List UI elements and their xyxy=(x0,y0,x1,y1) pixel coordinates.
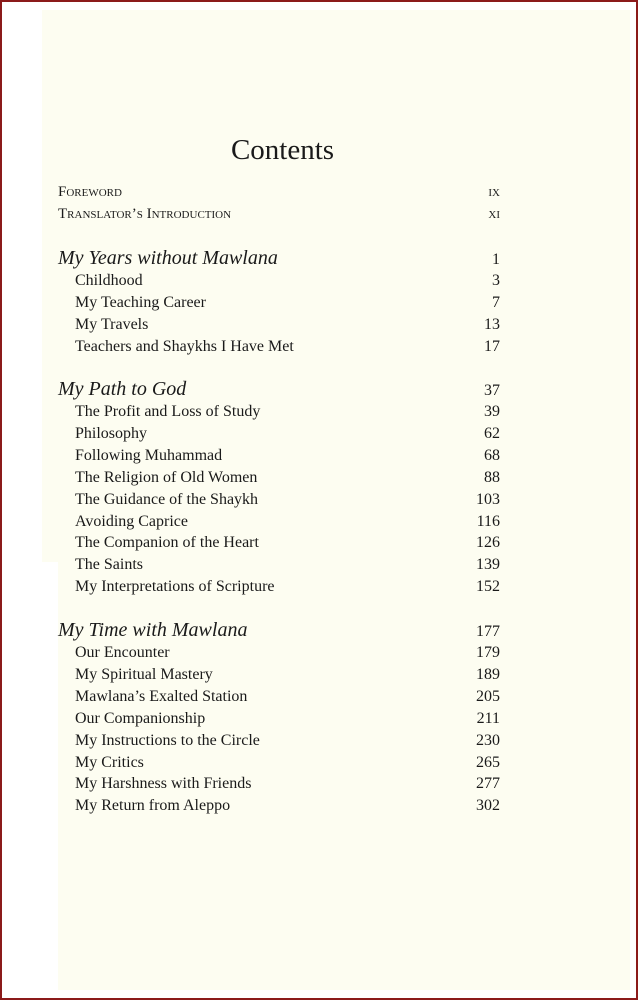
toc-entry: Our Companionship 211 xyxy=(75,710,500,732)
entry-title: Foreword xyxy=(58,184,122,200)
entry-title: Philosophy xyxy=(75,424,148,442)
entry-title: The Companion of the Heart xyxy=(75,534,259,552)
toc-entry: The Saints 139 xyxy=(75,556,500,578)
page-number: 230 xyxy=(476,731,500,749)
page-number: 17 xyxy=(484,337,500,355)
page-number: 277 xyxy=(476,775,500,793)
toc-entry: My Instructions to the Circle 230 xyxy=(75,732,500,754)
toc-entry-front: Translator’s Introduction xi xyxy=(58,206,500,228)
toc-entry: The Religion of Old Women 88 xyxy=(75,469,500,491)
entry-title: Childhood xyxy=(75,272,143,289)
entry-title: My Instructions to the Circle xyxy=(75,731,260,749)
toc-entry: My Return from Aleppo 302 xyxy=(75,797,500,819)
entry-title: Our Encounter xyxy=(75,644,170,661)
entry-title: My Time with Mawlana xyxy=(58,619,248,641)
toc-entry: Childhood 3 xyxy=(75,272,500,294)
entry-title: My Harshness with Friends xyxy=(75,775,252,793)
toc-entry: Avoiding Caprice 116 xyxy=(75,513,500,535)
toc-entry: Mawlana’s Exalted Station 205 xyxy=(75,688,500,710)
page-number: 116 xyxy=(476,512,500,530)
page-number: 103 xyxy=(476,490,500,508)
toc-entry: My Travels 13 xyxy=(75,316,500,338)
page-number: 62 xyxy=(484,424,500,442)
entry-title: Our Companionship xyxy=(75,709,206,727)
page-number: 126 xyxy=(476,534,500,552)
entry-title: Avoiding Caprice xyxy=(75,512,189,530)
toc-entry: The Profit and Loss of Study 39 xyxy=(75,403,500,425)
toc-section: My Path to God 37 xyxy=(58,378,500,400)
page-number: 3 xyxy=(492,272,500,289)
page-number: 88 xyxy=(484,468,500,486)
entry-title: The Saints xyxy=(75,556,143,574)
page-number: 68 xyxy=(484,446,500,464)
toc-section: My Time with Mawlana 177 xyxy=(58,619,500,641)
toc-entry: The Guidance of the Shaykh 103 xyxy=(75,491,500,513)
page-title: Contents xyxy=(230,134,335,166)
page-number: 265 xyxy=(476,753,500,771)
toc-entry: My Harshness with Friends 277 xyxy=(75,775,500,797)
page-number: 302 xyxy=(476,797,500,815)
toc-entry: Our Encounter 179 xyxy=(75,644,500,666)
page-number: 177 xyxy=(476,623,500,640)
page-number: ix xyxy=(488,184,500,200)
page-number: 139 xyxy=(476,556,500,574)
toc-entry: Teachers and Shaykhs I Have Met 17 xyxy=(75,338,500,360)
entry-title: My Teaching Career xyxy=(75,293,206,311)
page-number: 7 xyxy=(492,293,500,311)
page-number: xi xyxy=(488,206,500,222)
entry-title: My Critics xyxy=(75,753,144,771)
toc-section: My Years without Mawlana 1 xyxy=(58,247,500,269)
entry-title: Mawlana’s Exalted Station xyxy=(75,687,248,705)
page-number: 152 xyxy=(476,578,500,596)
toc-entry: My Interpretations of Scripture 152 xyxy=(75,578,500,600)
toc-entry: My Critics 265 xyxy=(75,754,500,776)
page-number: 211 xyxy=(476,709,500,727)
book-page-lower xyxy=(58,562,630,990)
page-number: 189 xyxy=(476,665,500,683)
page-number: 1 xyxy=(492,251,500,268)
toc-entry: Philosophy 62 xyxy=(75,425,500,447)
entry-title: Teachers and Shaykhs I Have Met xyxy=(75,337,294,355)
book-page xyxy=(42,10,630,562)
entry-title: My Years without Mawlana xyxy=(58,247,278,269)
entry-title: Following Muhammad xyxy=(75,446,223,464)
page-number: 179 xyxy=(476,644,500,661)
toc-entry-front: Foreword ix xyxy=(58,184,500,206)
entry-title: Translator’s Introduction xyxy=(58,206,232,222)
toc-entry: My Teaching Career 7 xyxy=(75,294,500,316)
entry-title: The Profit and Loss of Study xyxy=(75,403,261,420)
entry-title: My Path to God xyxy=(58,378,187,400)
page-number: 13 xyxy=(484,315,500,333)
entry-title: My Spiritual Mastery xyxy=(75,665,213,683)
entry-title: My Interpretations of Scripture xyxy=(75,578,275,596)
toc-entry: My Spiritual Mastery 189 xyxy=(75,666,500,688)
entry-title: My Travels xyxy=(75,315,149,333)
entry-title: The Religion of Old Women xyxy=(75,468,258,486)
entry-title: The Guidance of the Shaykh xyxy=(75,490,259,508)
toc-entry: Following Muhammad 68 xyxy=(75,447,500,469)
page-number: 205 xyxy=(476,687,500,705)
entry-title: My Return from Aleppo xyxy=(75,797,231,815)
toc-entry: The Companion of the Heart 126 xyxy=(75,534,500,556)
page-number: 37 xyxy=(484,382,500,399)
page-number: 39 xyxy=(484,403,500,420)
